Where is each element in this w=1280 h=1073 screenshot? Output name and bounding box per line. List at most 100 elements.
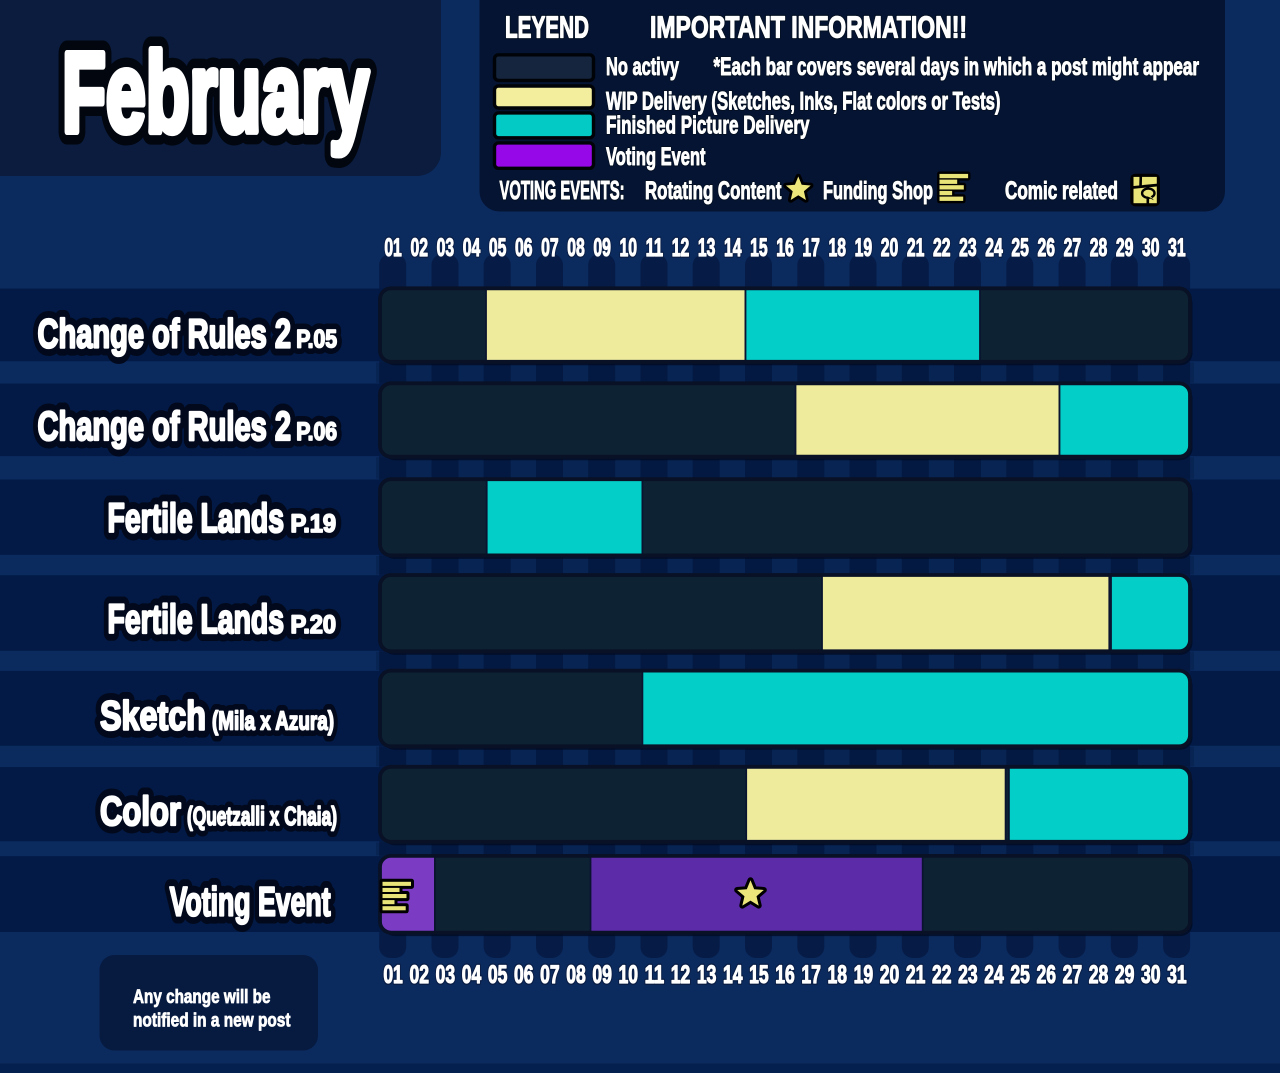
svg-text:04: 04 [462,961,482,989]
svg-text:20: 20 [881,234,899,262]
svg-text:20: 20 [880,961,900,989]
svg-text:25: 25 [1010,961,1030,989]
svg-text:VOTING EVENTS:: VOTING EVENTS: [500,175,625,205]
svg-text:15: 15 [749,961,769,989]
svg-text:16: 16 [776,234,794,262]
svg-text:10: 10 [619,234,637,262]
svg-text:31: 31 [1168,234,1186,262]
svg-text:12: 12 [671,961,691,989]
svg-text:VOTING EVENTS:: VOTING EVENTS: [500,175,625,205]
svg-text:Rotating Content: Rotating Content [645,177,782,205]
svg-text:19: 19 [854,961,874,989]
svg-text:07: 07 [540,961,560,989]
svg-text:P.06: P.06 [296,418,337,446]
svg-text:01: 01 [383,961,403,989]
svg-text:31: 31 [1168,234,1186,262]
svg-text:05: 05 [489,234,507,262]
svg-text:17: 17 [801,961,821,989]
svg-text:18: 18 [829,234,847,262]
svg-text:IMPORTANT INFORMATION!!: IMPORTANT INFORMATION!! [650,10,967,44]
svg-text:28: 28 [1090,234,1108,262]
svg-text:Fertile Lands: Fertile Lands [108,495,285,541]
svg-text:WIP Delivery (Sketches, Inks,: WIP Delivery (Sketches, Inks, Flat color… [606,88,1001,116]
svg-text:Voting Event: Voting Event [606,143,706,171]
svg-text:25: 25 [1011,234,1029,262]
svg-text:21: 21 [907,234,925,262]
svg-text:27: 27 [1063,961,1083,989]
svg-text:27: 27 [1064,234,1082,262]
svg-text:Any change will be: Any change will be [133,987,271,1008]
svg-text:19: 19 [855,234,873,262]
svg-text:Comic related: Comic related [1005,177,1118,205]
svg-text:*Each bar covers several days: *Each bar covers several days in which a… [714,53,1200,81]
svg-text:22: 22 [933,234,951,262]
svg-text:23: 23 [958,961,978,989]
svg-text:26: 26 [1037,961,1057,989]
svg-text:24: 24 [984,961,1004,989]
svg-text:09: 09 [593,234,611,262]
svg-text:12: 12 [672,234,690,262]
svg-text:09: 09 [592,961,612,989]
svg-text:16: 16 [775,961,795,989]
svg-text:Fertile Lands: Fertile Lands [108,596,285,642]
svg-text:21: 21 [906,961,926,989]
svg-text:(Mila x Azura): (Mila x Azura) [212,706,334,736]
svg-text:February: February [62,30,369,156]
svg-text:11: 11 [646,234,664,262]
svg-text:15: 15 [750,234,768,262]
svg-text:17: 17 [802,234,820,262]
svg-text:28: 28 [1089,961,1109,989]
svg-text:(Mila x Azura): (Mila x Azura) [212,706,334,736]
svg-text:05: 05 [489,234,507,262]
svg-text:05: 05 [488,961,508,989]
svg-text:04: 04 [463,234,481,262]
svg-text:27: 27 [1063,961,1083,989]
svg-text:16: 16 [776,234,794,262]
svg-text:11: 11 [645,961,665,989]
svg-text:Voting Event: Voting Event [170,879,331,925]
svg-text:15: 15 [750,234,768,262]
svg-text:03: 03 [436,961,456,989]
svg-text:11: 11 [646,234,664,262]
svg-text:07: 07 [540,961,560,989]
svg-text:23: 23 [959,234,977,262]
svg-text:09: 09 [592,961,612,989]
svg-text:17: 17 [801,961,821,989]
svg-text:01: 01 [384,234,402,262]
svg-text:01: 01 [384,234,402,262]
svg-text:30: 30 [1142,234,1160,262]
svg-text:22: 22 [932,961,952,989]
svg-text:19: 19 [855,234,873,262]
svg-text:13: 13 [698,234,716,262]
svg-text:21: 21 [907,234,925,262]
svg-text:13: 13 [697,961,717,989]
svg-text:30: 30 [1142,234,1160,262]
svg-text:Funding Shop: Funding Shop [823,177,933,205]
svg-text:02: 02 [409,961,429,989]
svg-text:28: 28 [1090,234,1108,262]
svg-text:09: 09 [593,234,611,262]
svg-text:P.06: P.06 [296,418,337,446]
svg-text:24: 24 [985,234,1003,262]
svg-text:Funding Shop: Funding Shop [823,177,933,205]
svg-text:P.19: P.19 [291,510,337,538]
svg-text:P.20: P.20 [291,611,337,639]
svg-text:14: 14 [724,234,742,262]
svg-text:18: 18 [829,234,847,262]
svg-text:Comic related: Comic related [1005,177,1118,205]
svg-text:22: 22 [932,961,952,989]
svg-text:28: 28 [1089,961,1109,989]
svg-text:06: 06 [515,234,533,262]
svg-text:03: 03 [437,234,455,262]
svg-text:06: 06 [515,234,533,262]
svg-text:Color: Color [100,788,181,834]
svg-text:14: 14 [723,961,743,989]
svg-text:P.05: P.05 [296,326,337,354]
svg-text:February: February [62,30,369,156]
svg-text:Fertile Lands: Fertile Lands [108,495,285,541]
svg-text:10: 10 [618,961,638,989]
svg-text:07: 07 [541,234,559,262]
svg-text:11: 11 [645,961,665,989]
svg-text:23: 23 [959,234,977,262]
svg-text:15: 15 [749,961,769,989]
